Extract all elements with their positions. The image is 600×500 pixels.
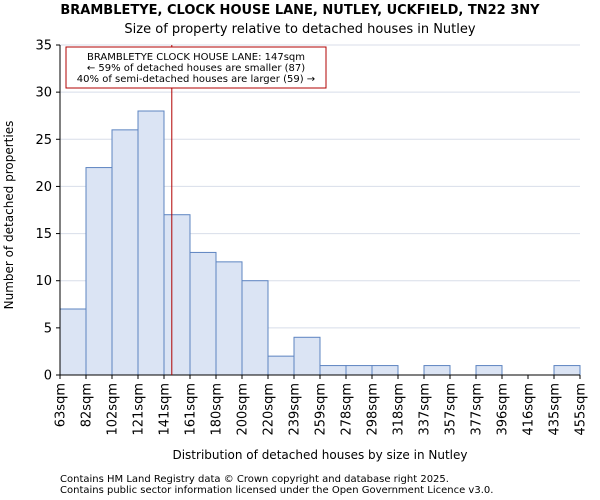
x-tick-label: 161sqm xyxy=(184,383,199,436)
x-tick-label: 337sqm xyxy=(418,383,433,436)
bar-435sqm xyxy=(553,365,581,376)
x-tick-label: 278sqm xyxy=(340,383,355,436)
y-axis-label: Number of detached properties xyxy=(2,121,16,310)
annotation-line-1: BRAMBLETYE CLOCK HOUSE LANE: 147sqm xyxy=(87,52,305,63)
y-ticks: 0 5 10 15 20 25 30 35 xyxy=(35,39,60,384)
annotation-line-2: ← 59% of detached houses are smaller (87… xyxy=(87,63,305,74)
x-tick-label: 82sqm xyxy=(80,383,95,427)
x-tick-label: 200sqm xyxy=(236,383,251,436)
bar-63sqm xyxy=(59,308,87,376)
x-tick-label: 377sqm xyxy=(470,383,485,436)
y-tick-label: 10 xyxy=(35,274,52,289)
y-tick-label: 20 xyxy=(35,180,52,195)
y-tick-label: 30 xyxy=(35,86,52,101)
bars xyxy=(59,110,581,376)
bar-298sqm xyxy=(371,365,399,376)
y-tick-label: 5 xyxy=(44,321,52,336)
bar-220sqm xyxy=(267,355,295,376)
chart-title: BRAMBLETYE, CLOCK HOUSE LANE, NUTLEY, UC… xyxy=(60,3,540,18)
bar-141sqm xyxy=(163,214,191,376)
footer-line-1: Contains HM Land Registry data © Crown c… xyxy=(60,474,449,485)
bar-180sqm xyxy=(215,261,243,376)
x-tick-label: 220sqm xyxy=(262,383,277,436)
x-tick-label: 239sqm xyxy=(288,383,303,436)
y-tick-label: 35 xyxy=(35,39,52,54)
bar-102sqm xyxy=(111,129,139,376)
footer-line-2: Contains public sector information licen… xyxy=(60,485,493,496)
x-tick-label: 396sqm xyxy=(496,383,511,436)
annotation-box: BRAMBLETYE CLOCK HOUSE LANE: 147sqm ← 59… xyxy=(65,46,327,89)
bar-337sqm xyxy=(423,365,451,376)
x-tick-label: 455sqm xyxy=(574,383,589,436)
annotation-line-3: 40% of semi-detached houses are larger (… xyxy=(77,74,315,85)
x-tick-label: 141sqm xyxy=(158,383,173,436)
x-tick-label: 259sqm xyxy=(314,383,329,436)
bar-200sqm xyxy=(241,280,269,376)
bar-121sqm xyxy=(137,110,165,376)
bar-377sqm xyxy=(475,365,503,376)
x-tick-label: 416sqm xyxy=(522,383,537,436)
x-axis-label: Distribution of detached houses by size … xyxy=(172,448,467,462)
bar-82sqm xyxy=(85,167,113,376)
bar-239sqm xyxy=(293,336,321,376)
y-tick-label: 25 xyxy=(35,133,52,148)
x-tick-label: 357sqm xyxy=(444,383,459,436)
x-tick-label: 318sqm xyxy=(392,383,407,436)
y-tick-label: 0 xyxy=(44,369,52,384)
x-tick-label: 102sqm xyxy=(106,383,121,436)
bar-259sqm xyxy=(319,365,347,376)
x-tick-label: 435sqm xyxy=(548,383,563,436)
bar-161sqm xyxy=(189,251,217,376)
bar-278sqm xyxy=(345,365,373,376)
x-tick-label: 63sqm xyxy=(54,383,69,427)
x-tick-label: 180sqm xyxy=(210,383,225,436)
chart-subtitle: Size of property relative to detached ho… xyxy=(124,22,475,37)
x-tick-label: 121sqm xyxy=(132,383,147,436)
x-tick-label: 298sqm xyxy=(366,383,381,436)
y-tick-label: 15 xyxy=(35,227,52,242)
x-ticks: 63sqm 82sqm 102sqm 121sqm 141sqm 161sqm 180sqm… xyxy=(54,375,589,436)
